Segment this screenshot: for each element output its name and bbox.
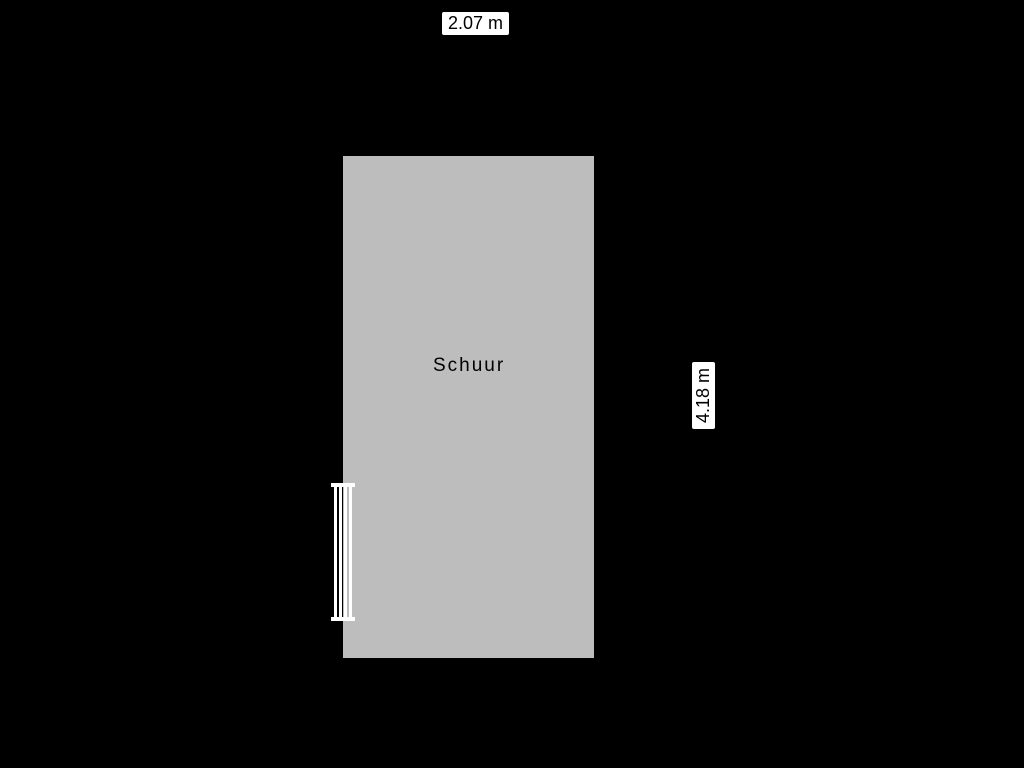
room-label: Schuur — [433, 355, 505, 377]
door-cap-bottom — [331, 617, 355, 621]
room-schuur: Schuur — [340, 153, 597, 661]
dimension-height-label: 4.18 m — [692, 362, 715, 429]
door-symbol — [334, 487, 352, 617]
door-rail — [339, 487, 342, 617]
door-cap-top — [331, 483, 355, 487]
floorplan-canvas: Schuur 2.07 m 4.18 m — [0, 0, 1024, 768]
dimension-width-label: 2.07 m — [442, 12, 509, 35]
door-rail — [334, 487, 337, 617]
door-rail — [344, 487, 347, 617]
door-rail — [349, 487, 352, 617]
